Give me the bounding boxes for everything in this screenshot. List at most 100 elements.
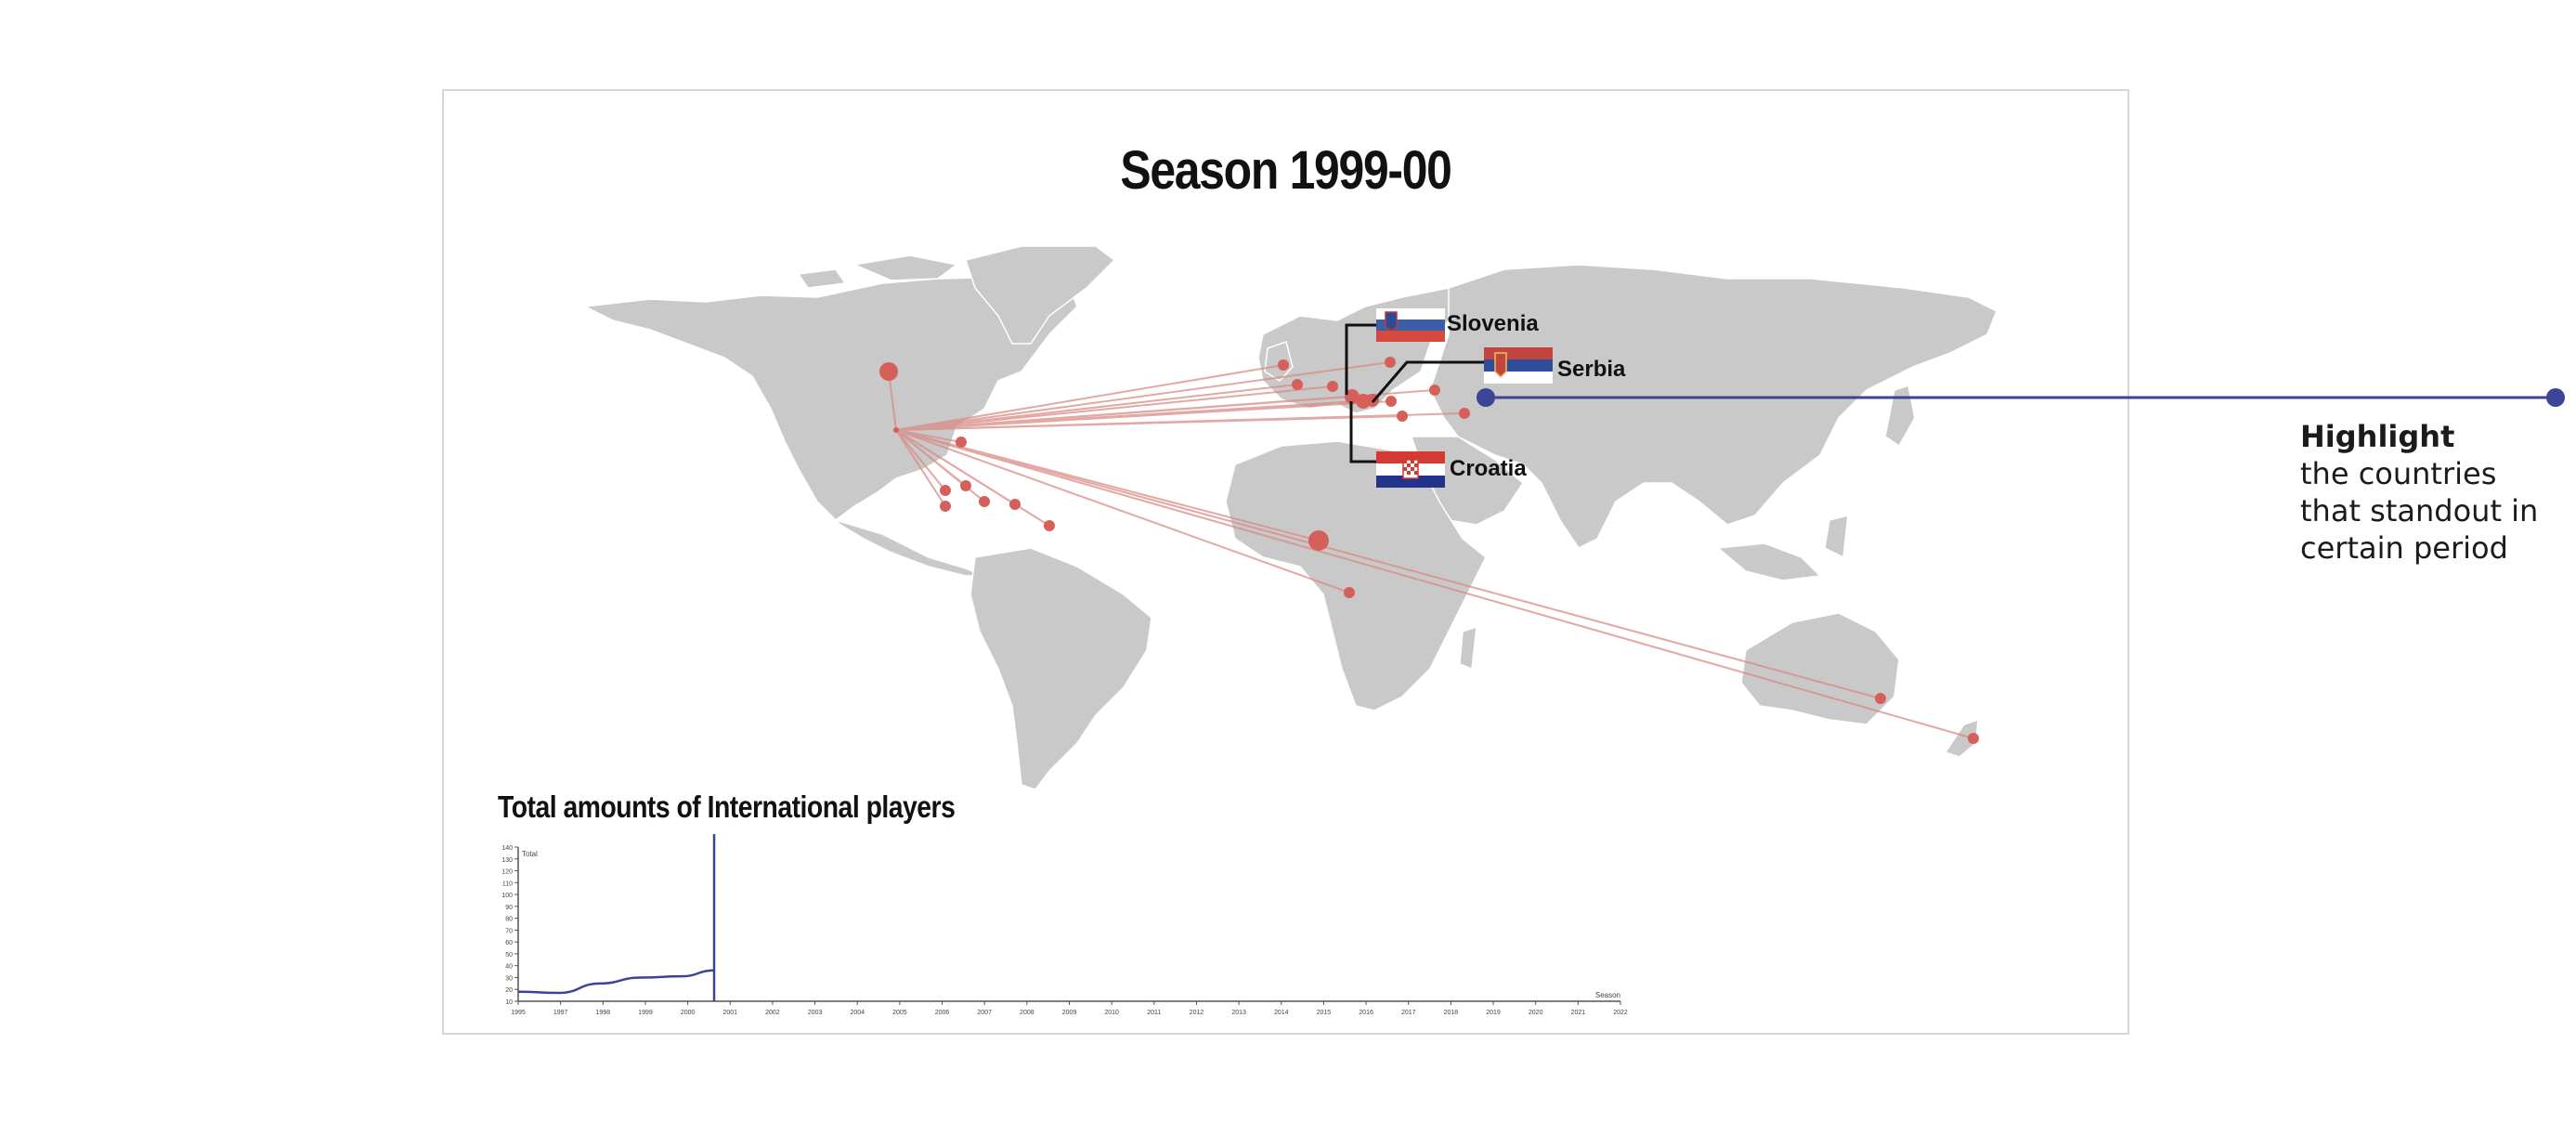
land-masses — [582, 245, 1997, 790]
x-tick-label: 2000 — [681, 1010, 696, 1016]
x-tick-label: 2009 — [1062, 1010, 1077, 1016]
y-tick-label: 140 — [501, 845, 513, 852]
x-tick-label: 2006 — [935, 1010, 950, 1016]
origin-hub — [893, 427, 899, 433]
player-dot — [1278, 359, 1289, 371]
serbia-callout-line — [1371, 360, 1484, 403]
x-tick-label: 2018 — [1444, 1010, 1459, 1016]
x-tick-label: 1998 — [596, 1010, 611, 1016]
x-tick-label: 1999 — [638, 1010, 653, 1016]
asia — [1429, 264, 1997, 549]
south-america — [969, 547, 1152, 790]
connection-line — [895, 429, 946, 507]
flag-callouts: Slovenia Serbia Croatia — [1345, 308, 1626, 488]
greenland — [965, 245, 1116, 345]
connection-line — [895, 361, 1391, 431]
x-tick-label: 2015 — [1317, 1010, 1332, 1016]
player-dot — [1292, 379, 1303, 390]
serbia-label: Serbia — [1557, 357, 1626, 382]
player-dot — [1345, 389, 1360, 404]
international-players-chart: 10 20 30 40 50 60 70 80 90 100 110 120 130 140 1995 199… — [501, 834, 1628, 1016]
australia — [1740, 612, 1900, 725]
japan — [1884, 385, 1916, 448]
x-tick-label: 2017 — [1401, 1010, 1416, 1016]
x-tick-label: 2010 — [1104, 1010, 1119, 1016]
series-line — [517, 969, 715, 995]
connection-line — [895, 429, 1881, 699]
y-tick-label: 100 — [501, 893, 513, 899]
x-tick-label: 2011 — [1147, 1010, 1161, 1016]
highlight-connector — [1477, 388, 2565, 407]
y-tick-label: 80 — [505, 917, 513, 923]
madagascar — [1459, 625, 1477, 671]
connection-line — [895, 429, 946, 491]
player-dot — [960, 480, 971, 491]
x-tick-label: 2014 — [1274, 1010, 1289, 1016]
annotation-line-3: certain period — [2300, 530, 2508, 566]
connection-line — [895, 429, 1050, 527]
y-tick-label: 70 — [505, 928, 513, 934]
southeast-asia-islands — [1716, 515, 1849, 581]
annotation-line-1: the countries — [2300, 456, 2497, 491]
new-zealand — [1944, 718, 1979, 758]
slovenia-label: Slovenia — [1447, 311, 1539, 336]
x-tick-label: 2004 — [850, 1010, 865, 1016]
player-dot — [1429, 385, 1440, 396]
x-tick-label: 2007 — [977, 1010, 992, 1016]
player-dot — [1968, 733, 1979, 744]
slovenia-callout-line — [1345, 323, 1376, 395]
y-tick-label: 110 — [502, 881, 513, 887]
x-tick-label: 2016 — [1359, 1010, 1373, 1016]
player-dot — [956, 437, 967, 448]
serbia-flag — [1484, 347, 1553, 384]
connection-line — [895, 364, 1284, 431]
player-dot — [1344, 587, 1355, 598]
player-dot — [1397, 411, 1408, 422]
y-tick-label: 130 — [501, 857, 513, 864]
connection-lines — [888, 361, 1974, 739]
x-tick-label: 2002 — [765, 1010, 780, 1016]
y-tick-label: 30 — [505, 975, 513, 982]
player-dot — [940, 501, 951, 512]
x-tick-label: 2013 — [1231, 1010, 1246, 1016]
connection-line — [895, 385, 1334, 431]
connection-line — [888, 371, 897, 431]
connection-line — [895, 412, 1465, 431]
connection-line — [895, 400, 1392, 431]
player-dot — [1386, 396, 1397, 407]
player-dot — [879, 362, 898, 381]
x-tick-label: 2020 — [1529, 1010, 1543, 1016]
x-tick-label: 2008 — [1020, 1010, 1034, 1016]
player-dot — [940, 485, 951, 496]
player-dot — [1044, 520, 1055, 531]
croatia-flag — [1376, 451, 1445, 488]
y-axis-label: Total — [522, 850, 538, 858]
x-tick-label: 2019 — [1486, 1010, 1501, 1016]
x-tick-label: 2005 — [892, 1010, 907, 1016]
y-tick-label: 50 — [505, 952, 513, 959]
player-dots — [879, 357, 1979, 744]
croatia-callout-line — [1349, 401, 1376, 463]
slovenia-flag — [1376, 308, 1445, 342]
player-dot — [1385, 357, 1396, 368]
annotation-line-2: that standout in — [2300, 493, 2539, 528]
x-tick-label: 2003 — [808, 1010, 823, 1016]
y-tick-label: 90 — [505, 905, 513, 911]
x-tick-label: 1997 — [553, 1010, 568, 1016]
player-dot — [1327, 381, 1338, 392]
x-tick-label: 2021 — [1571, 1010, 1586, 1016]
croatia-label: Croatia — [1450, 456, 1527, 481]
highlight-annotation: Highlight the countries that standout in… — [2300, 418, 2538, 567]
x-axis-label: Season — [1595, 991, 1620, 999]
player-dot — [979, 496, 990, 507]
y-tick-label: 10 — [505, 999, 513, 1006]
player-dot — [1459, 408, 1470, 419]
connection-line — [895, 429, 1974, 739]
x-tick-label: 1995 — [511, 1010, 526, 1016]
x-tick-label: 2001 — [722, 1010, 737, 1016]
y-tick-label: 40 — [505, 964, 513, 971]
season-title: Season 1999-00 — [1120, 140, 1452, 201]
x-tick-label: 2012 — [1190, 1010, 1204, 1016]
connection-line — [895, 429, 1350, 594]
